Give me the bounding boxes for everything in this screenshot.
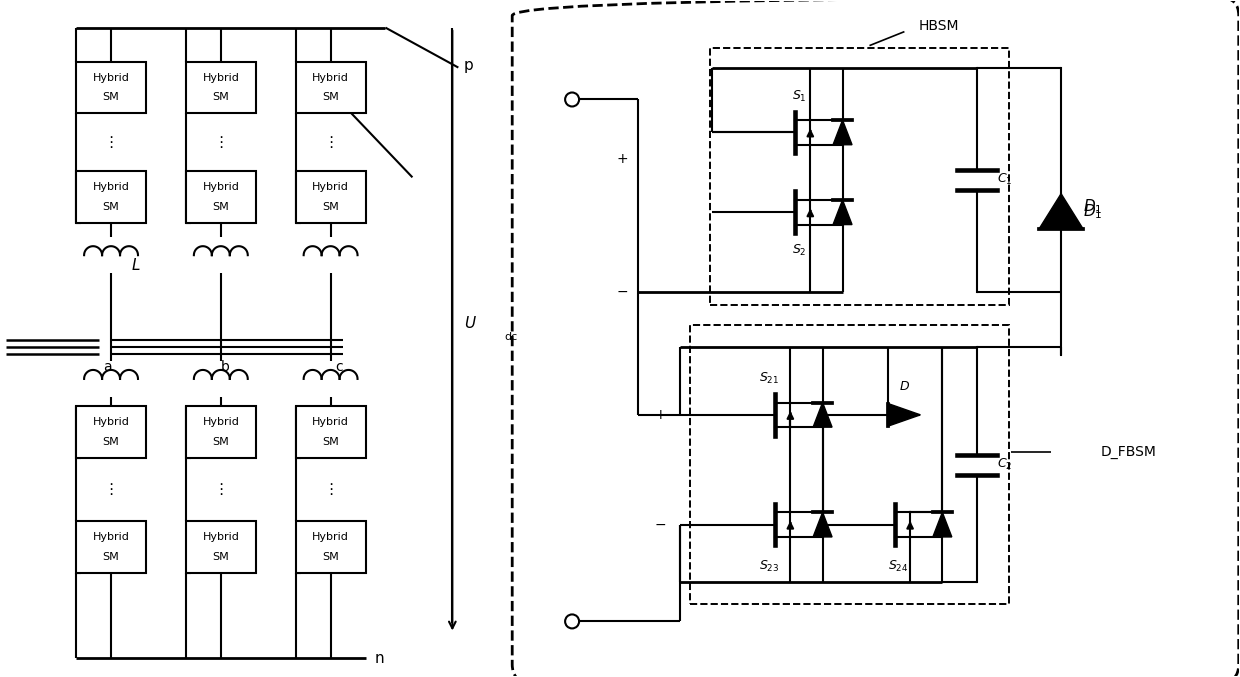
Text: $C_{2}$: $C_{2}$: [997, 457, 1013, 473]
Text: −: −: [616, 285, 627, 299]
Polygon shape: [833, 120, 852, 145]
Text: −: −: [655, 518, 666, 531]
Text: ⋮: ⋮: [103, 135, 119, 150]
Text: $D_1$: $D_1$: [1083, 197, 1102, 215]
Text: Hybrid: Hybrid: [93, 417, 129, 427]
Polygon shape: [813, 403, 832, 427]
Text: Hybrid: Hybrid: [93, 72, 129, 83]
Text: $S_{24}$: $S_{24}$: [889, 559, 909, 574]
Text: Hybrid: Hybrid: [312, 417, 348, 427]
Bar: [186, 521, 255, 573]
Text: c: c: [335, 360, 342, 374]
Text: b: b: [221, 360, 229, 374]
Bar: [76, 171, 146, 223]
Text: SM: SM: [103, 93, 119, 102]
Text: Hybrid: Hybrid: [93, 182, 129, 192]
Polygon shape: [888, 403, 920, 426]
Text: SM: SM: [322, 437, 339, 447]
Text: SM: SM: [103, 552, 119, 561]
Text: SM: SM: [212, 93, 229, 102]
Text: D_FBSM: D_FBSM: [1101, 445, 1157, 459]
Text: Hybrid: Hybrid: [312, 531, 348, 542]
Polygon shape: [932, 512, 952, 537]
Text: $D$: $D$: [899, 380, 910, 393]
Bar: [76, 62, 146, 114]
Text: $C_{1}$: $C_{1}$: [997, 172, 1013, 188]
Text: $D_{1}$: $D_{1}$: [1083, 202, 1102, 221]
Text: ⋮: ⋮: [213, 135, 228, 150]
Text: $S_2$: $S_2$: [791, 242, 806, 258]
Text: $S_{23}$: $S_{23}$: [759, 559, 780, 574]
Text: SM: SM: [322, 552, 339, 561]
Text: ⋮: ⋮: [322, 135, 339, 150]
Text: ⋮: ⋮: [213, 482, 228, 497]
Text: SM: SM: [322, 93, 339, 102]
Polygon shape: [833, 200, 852, 225]
Text: ⋮: ⋮: [103, 482, 119, 497]
Text: $S_1$: $S_1$: [791, 89, 806, 104]
Bar: [689, 325, 1009, 605]
Text: Hybrid: Hybrid: [202, 531, 239, 542]
Text: $U$: $U$: [464, 315, 477, 331]
Text: $L$: $L$: [131, 257, 140, 273]
Text: SM: SM: [103, 202, 119, 213]
Polygon shape: [813, 512, 832, 537]
Bar: [709, 47, 1009, 305]
Bar: [76, 406, 146, 458]
Bar: [295, 171, 366, 223]
Text: Hybrid: Hybrid: [202, 72, 239, 83]
Text: Hybrid: Hybrid: [312, 72, 348, 83]
Text: dc: dc: [505, 332, 517, 342]
Text: $S_{21}$: $S_{21}$: [759, 371, 780, 387]
Text: SM: SM: [212, 552, 229, 561]
Text: SM: SM: [322, 202, 339, 213]
Polygon shape: [1039, 194, 1083, 229]
Text: Hybrid: Hybrid: [312, 182, 348, 192]
Text: Hybrid: Hybrid: [202, 417, 239, 427]
Text: SM: SM: [103, 437, 119, 447]
Text: SM: SM: [212, 202, 229, 213]
Bar: [295, 62, 366, 114]
Text: a: a: [103, 360, 112, 374]
Bar: [186, 62, 255, 114]
Bar: [295, 406, 366, 458]
Bar: [76, 521, 146, 573]
Text: +: +: [616, 152, 627, 167]
Text: ⋮: ⋮: [322, 482, 339, 497]
Bar: [295, 521, 366, 573]
Text: SM: SM: [212, 437, 229, 447]
Text: Hybrid: Hybrid: [93, 531, 129, 542]
Text: +: +: [655, 408, 666, 422]
Bar: [186, 171, 255, 223]
Text: p: p: [464, 58, 474, 73]
Text: HBSM: HBSM: [919, 19, 960, 32]
Text: n: n: [374, 651, 384, 666]
Bar: [186, 406, 255, 458]
Text: Hybrid: Hybrid: [202, 182, 239, 192]
